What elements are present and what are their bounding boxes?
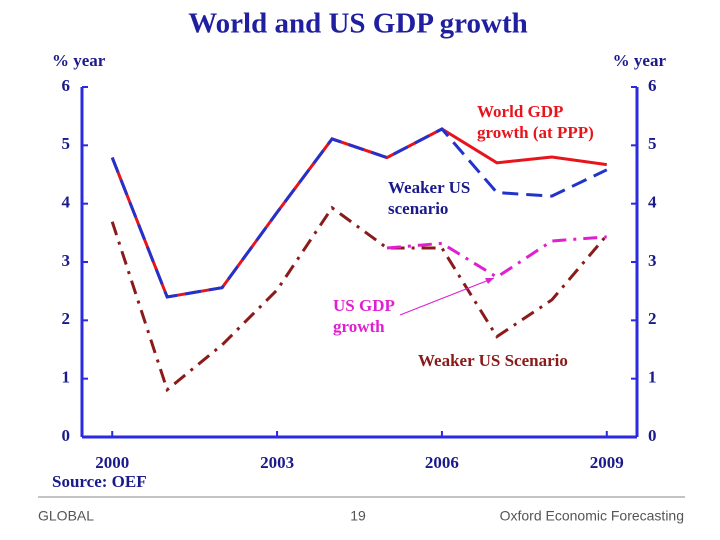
x-tick-label: 2009: [590, 453, 624, 472]
annotation-arrow: [399, 277, 495, 316]
footer-left: GLOBAL: [38, 508, 94, 524]
y-tick-label: 4: [62, 193, 71, 212]
y2-tick-label: 3: [648, 251, 657, 270]
annotation: Weaker US Scenario: [418, 351, 568, 370]
y2-axis-label: % year: [613, 51, 667, 70]
y-tick-label: 5: [62, 134, 71, 153]
series-line: [110, 127, 608, 299]
y2-tick-label: 6: [648, 76, 657, 95]
x-tick-label: 2006: [425, 453, 459, 472]
y-tick-label: 6: [62, 76, 71, 95]
y-tick-label: 2: [62, 309, 71, 328]
x-tick-label: 2003: [260, 453, 294, 472]
series-line: [110, 127, 607, 299]
annotation: growth (at PPP): [477, 123, 594, 142]
annotation: growth: [333, 317, 385, 336]
series-line: [386, 235, 607, 279]
chart-title: World and US GDP growth: [188, 8, 527, 40]
annotation: scenario: [388, 199, 448, 218]
y-axis-label: % year: [52, 51, 106, 70]
annotation-arrowhead: [485, 278, 494, 284]
y2-tick-label: 1: [648, 368, 657, 387]
y2-tick-label: 5: [648, 134, 657, 153]
series-line: [110, 205, 608, 393]
y2-tick-label: 0: [648, 426, 657, 445]
footer-center: 19: [350, 508, 366, 524]
footer-right: Oxford Economic Forecasting: [500, 508, 684, 524]
y-tick-label: 1: [62, 368, 71, 387]
y-tick-label: 3: [62, 251, 71, 270]
annotation: US GDP: [333, 296, 395, 315]
y-tick-label: 0: [62, 426, 71, 445]
x-tick-label: 2000: [95, 453, 129, 472]
annotation: Weaker US: [388, 178, 470, 197]
y2-tick-label: 2: [648, 309, 657, 328]
source: Source: OEF: [52, 472, 147, 491]
y2-tick-label: 4: [648, 193, 657, 212]
annotation: World GDP: [477, 102, 563, 121]
